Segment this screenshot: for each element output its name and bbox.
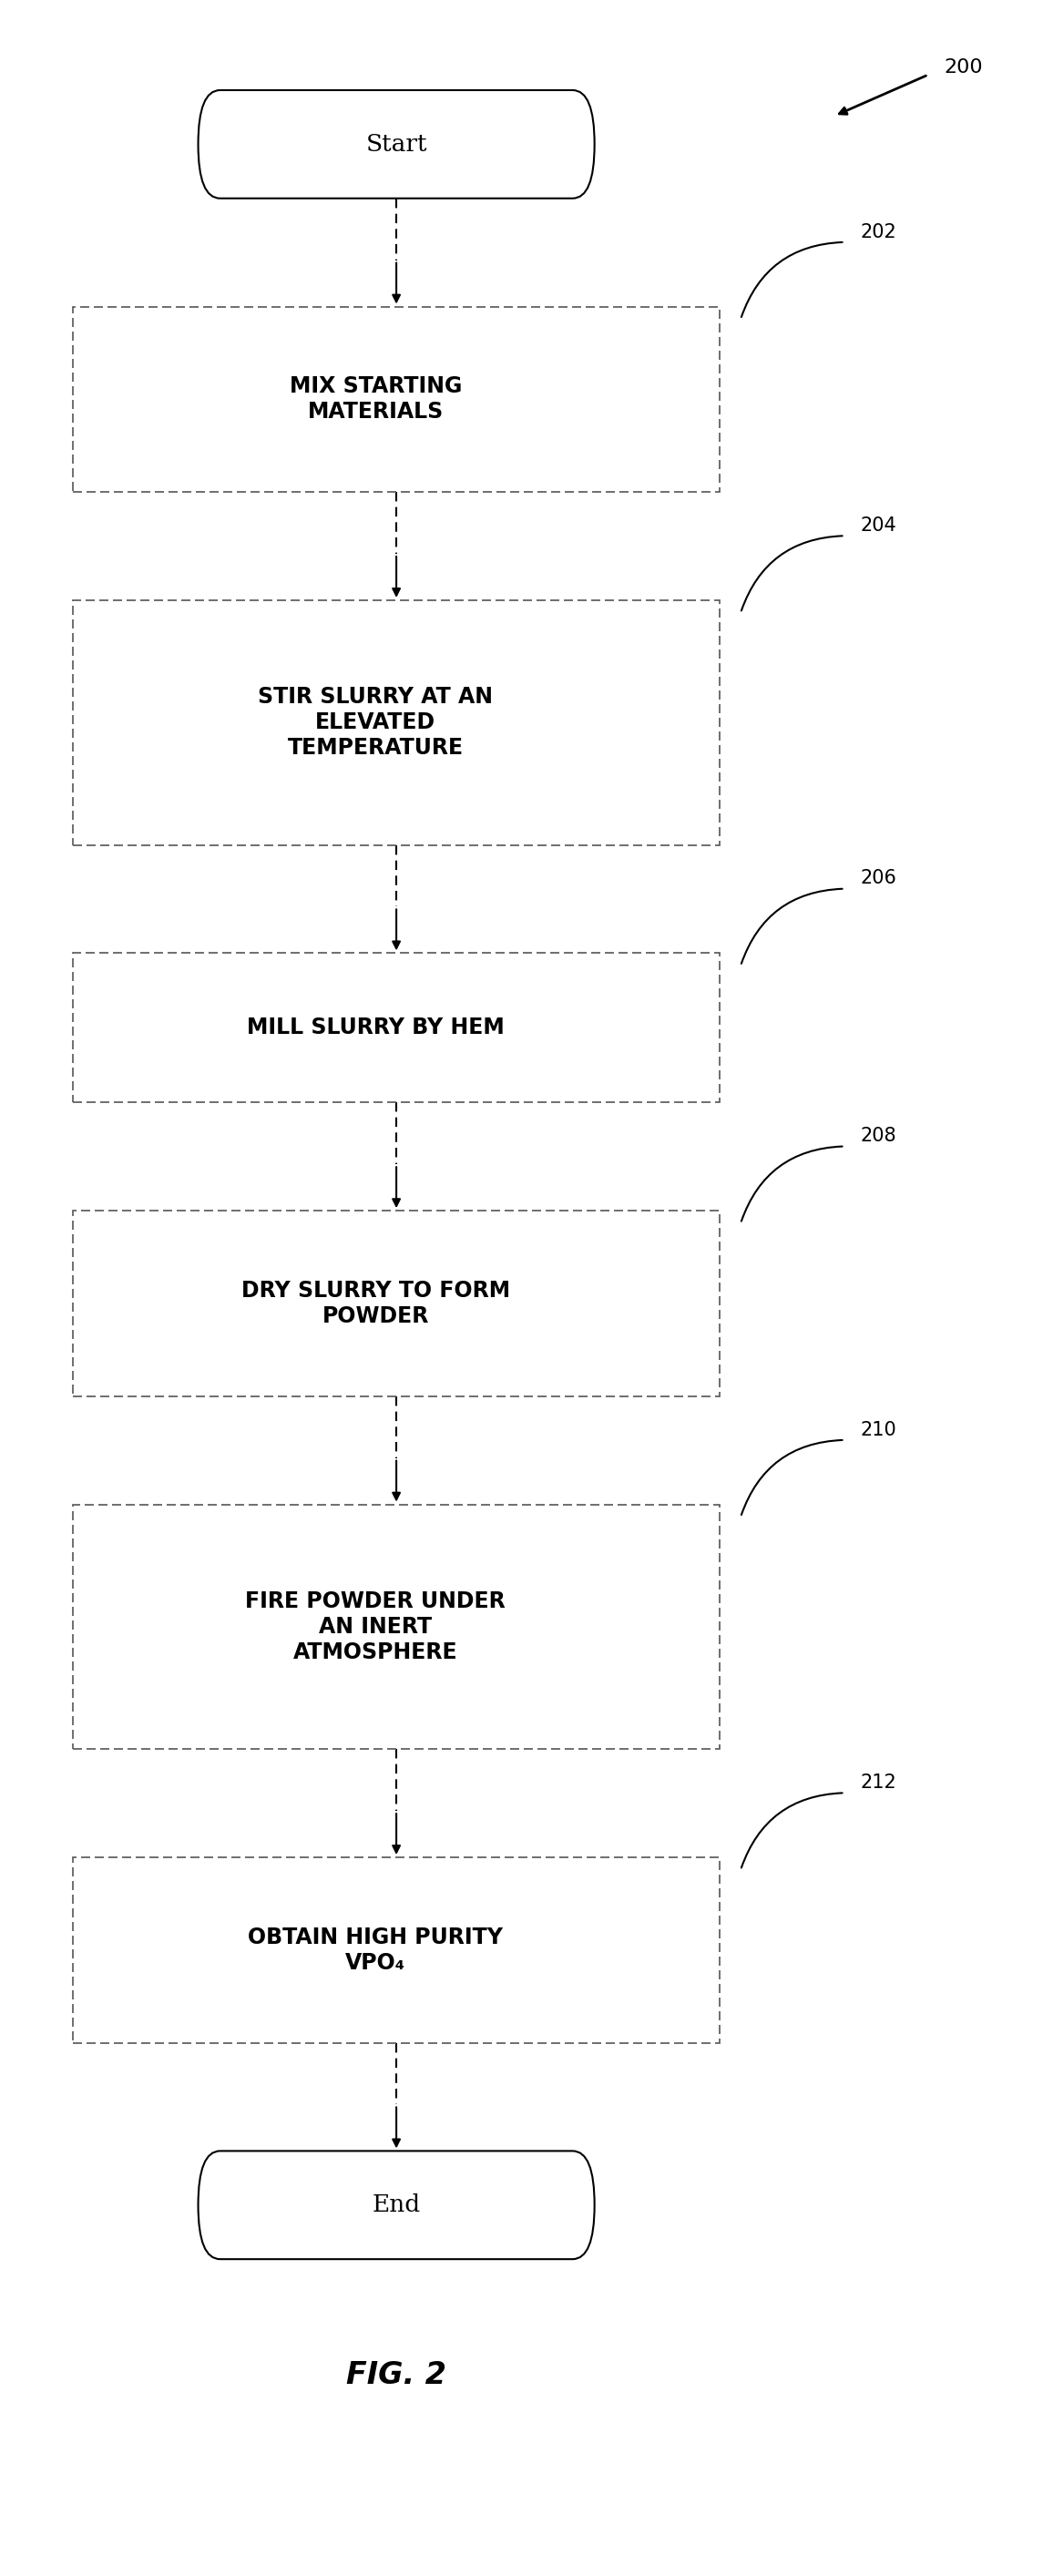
Text: End: End [372, 2195, 420, 2215]
Text: STIR SLURRY AT AN
ELEVATED
TEMPERATURE: STIR SLURRY AT AN ELEVATED TEMPERATURE [258, 685, 493, 760]
Text: OBTAIN HIGH PURITY
VPO₄: OBTAIN HIGH PURITY VPO₄ [248, 1927, 503, 1973]
Text: 206: 206 [860, 868, 897, 889]
Text: 212: 212 [860, 1772, 897, 1793]
FancyBboxPatch shape [73, 307, 720, 492]
FancyBboxPatch shape [198, 2151, 595, 2259]
Text: 210: 210 [860, 1419, 897, 1440]
FancyBboxPatch shape [73, 1857, 720, 2043]
FancyBboxPatch shape [73, 953, 720, 1103]
Text: 208: 208 [860, 1126, 897, 1146]
Text: FIG. 2: FIG. 2 [346, 2360, 446, 2391]
FancyBboxPatch shape [73, 600, 720, 845]
FancyBboxPatch shape [73, 1211, 720, 1396]
Text: 204: 204 [860, 515, 897, 536]
Text: FIRE POWDER UNDER
AN INERT
ATMOSPHERE: FIRE POWDER UNDER AN INERT ATMOSPHERE [245, 1589, 506, 1664]
FancyBboxPatch shape [198, 90, 595, 198]
Text: MILL SLURRY BY HEM: MILL SLURRY BY HEM [247, 1018, 504, 1038]
Text: Start: Start [366, 134, 427, 155]
Text: MIX STARTING
MATERIALS: MIX STARTING MATERIALS [289, 376, 462, 422]
Text: 200: 200 [944, 57, 983, 77]
FancyBboxPatch shape [73, 1504, 720, 1749]
Text: 202: 202 [860, 222, 897, 242]
Text: DRY SLURRY TO FORM
POWDER: DRY SLURRY TO FORM POWDER [241, 1280, 510, 1327]
